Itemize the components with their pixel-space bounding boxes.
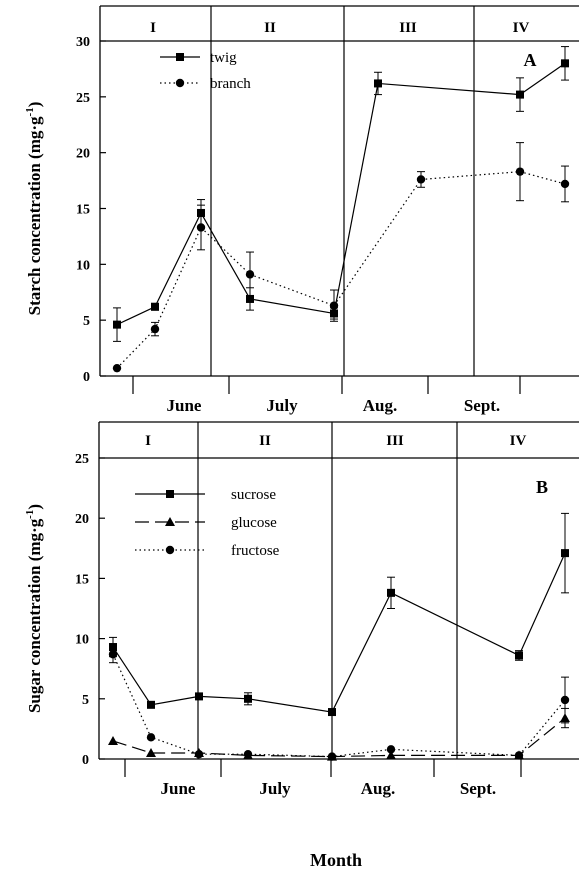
period-label: II — [259, 433, 271, 449]
series-line-branch — [116, 171, 566, 369]
period-label: III — [386, 433, 404, 449]
square-marker — [515, 651, 523, 660]
legend-label-glucose: glucose — [231, 515, 277, 531]
period-label: IV — [510, 433, 527, 449]
x-axis-title: Month — [310, 850, 362, 870]
y-tick-label: 15 — [76, 203, 90, 218]
y-tick-label: 25 — [76, 91, 90, 106]
y-tick-label: 0 — [83, 370, 90, 385]
circle-marker — [112, 363, 122, 373]
square-marker — [113, 320, 121, 329]
circle-marker — [146, 733, 156, 742]
month-label: June — [167, 396, 202, 415]
circle-marker — [150, 324, 160, 334]
series-sucrose — [109, 512, 569, 717]
circle-marker — [194, 749, 204, 759]
month-label: Sept. — [460, 779, 496, 798]
month-label: Aug. — [363, 396, 397, 415]
y-axis-title-sup: -1 — [24, 510, 36, 519]
y-axis-title-close: ) — [25, 102, 44, 108]
month-label: June — [161, 779, 196, 798]
square-marker — [151, 302, 159, 311]
y-tick-label: 5 — [83, 314, 90, 329]
y-tick-label: 5 — [82, 693, 89, 708]
series-branch — [112, 142, 570, 373]
period-label: I — [145, 433, 151, 449]
legend-label-branch: branch — [210, 76, 251, 92]
square-marker — [516, 90, 524, 99]
y-tick-label: 10 — [75, 633, 89, 648]
square-marker — [244, 694, 252, 703]
y-tick-label: 0 — [82, 753, 89, 768]
circle-marker — [416, 175, 426, 184]
legend-label-fructose: fructose — [231, 543, 280, 559]
series-glucose — [108, 707, 570, 761]
y-tick-label: 15 — [75, 572, 89, 587]
circle-marker — [560, 695, 570, 705]
circle-marker — [327, 752, 337, 761]
series-line-sucrose — [112, 552, 566, 713]
square-marker — [195, 692, 203, 701]
y-axis-title-main: Sugar concentration (mg·g — [25, 518, 44, 713]
circle-marker — [243, 749, 253, 759]
circle-marker — [386, 745, 396, 754]
triangle-marker — [165, 517, 175, 526]
triangle-marker — [108, 735, 118, 745]
triangle-marker — [386, 750, 396, 760]
month-label: Sept. — [464, 396, 500, 415]
y-tick-label: 25 — [75, 452, 89, 467]
month-label: Aug. — [361, 779, 395, 798]
y-axis-title-sup: -1 — [24, 107, 36, 116]
legend-label-twig: twig — [210, 50, 237, 66]
series-line-fructose — [112, 654, 566, 758]
circle-marker — [165, 545, 175, 555]
y-axis-title-main: Starch concentration (mg·g — [25, 116, 44, 315]
square-marker — [147, 700, 155, 709]
circle-marker — [175, 78, 185, 88]
series-line-twig — [116, 62, 566, 326]
y-axis-title: Sugar concentration (mg·g-1) — [24, 504, 44, 713]
period-label: III — [399, 20, 417, 36]
y-axis-title-close: ) — [25, 504, 44, 510]
triangle-marker — [146, 747, 156, 757]
month-label: July — [259, 779, 291, 798]
square-marker — [374, 79, 382, 88]
square-marker — [328, 708, 336, 717]
month-label: July — [266, 396, 298, 415]
period-label: IV — [513, 20, 530, 36]
y-tick-label: 10 — [76, 258, 90, 273]
series-twig — [113, 46, 569, 342]
square-marker — [561, 549, 569, 558]
y-tick-label: 20 — [75, 512, 89, 527]
period-label: I — [150, 20, 156, 36]
panel-letter: B — [536, 477, 548, 497]
circle-marker — [245, 270, 255, 279]
circle-marker — [515, 167, 525, 176]
circle-marker — [560, 179, 570, 189]
y-tick-label: 20 — [76, 147, 90, 162]
series-line-glucose — [112, 717, 566, 758]
square-marker — [176, 53, 184, 61]
y-tick-label: 30 — [76, 35, 90, 50]
legend-label-sucrose: sucrose — [231, 487, 276, 503]
panel-letter: A — [524, 50, 537, 70]
circle-marker — [329, 301, 339, 310]
circle-marker — [514, 751, 524, 760]
circle-marker — [196, 223, 206, 232]
square-marker — [387, 588, 395, 597]
series-fructose — [108, 645, 570, 761]
square-marker — [561, 59, 569, 68]
square-marker — [246, 294, 254, 303]
square-marker — [166, 490, 174, 498]
y-axis-title: Starch concentration (mg·g-1) — [24, 102, 44, 316]
circle-marker — [108, 650, 118, 659]
period-label: II — [264, 20, 276, 36]
